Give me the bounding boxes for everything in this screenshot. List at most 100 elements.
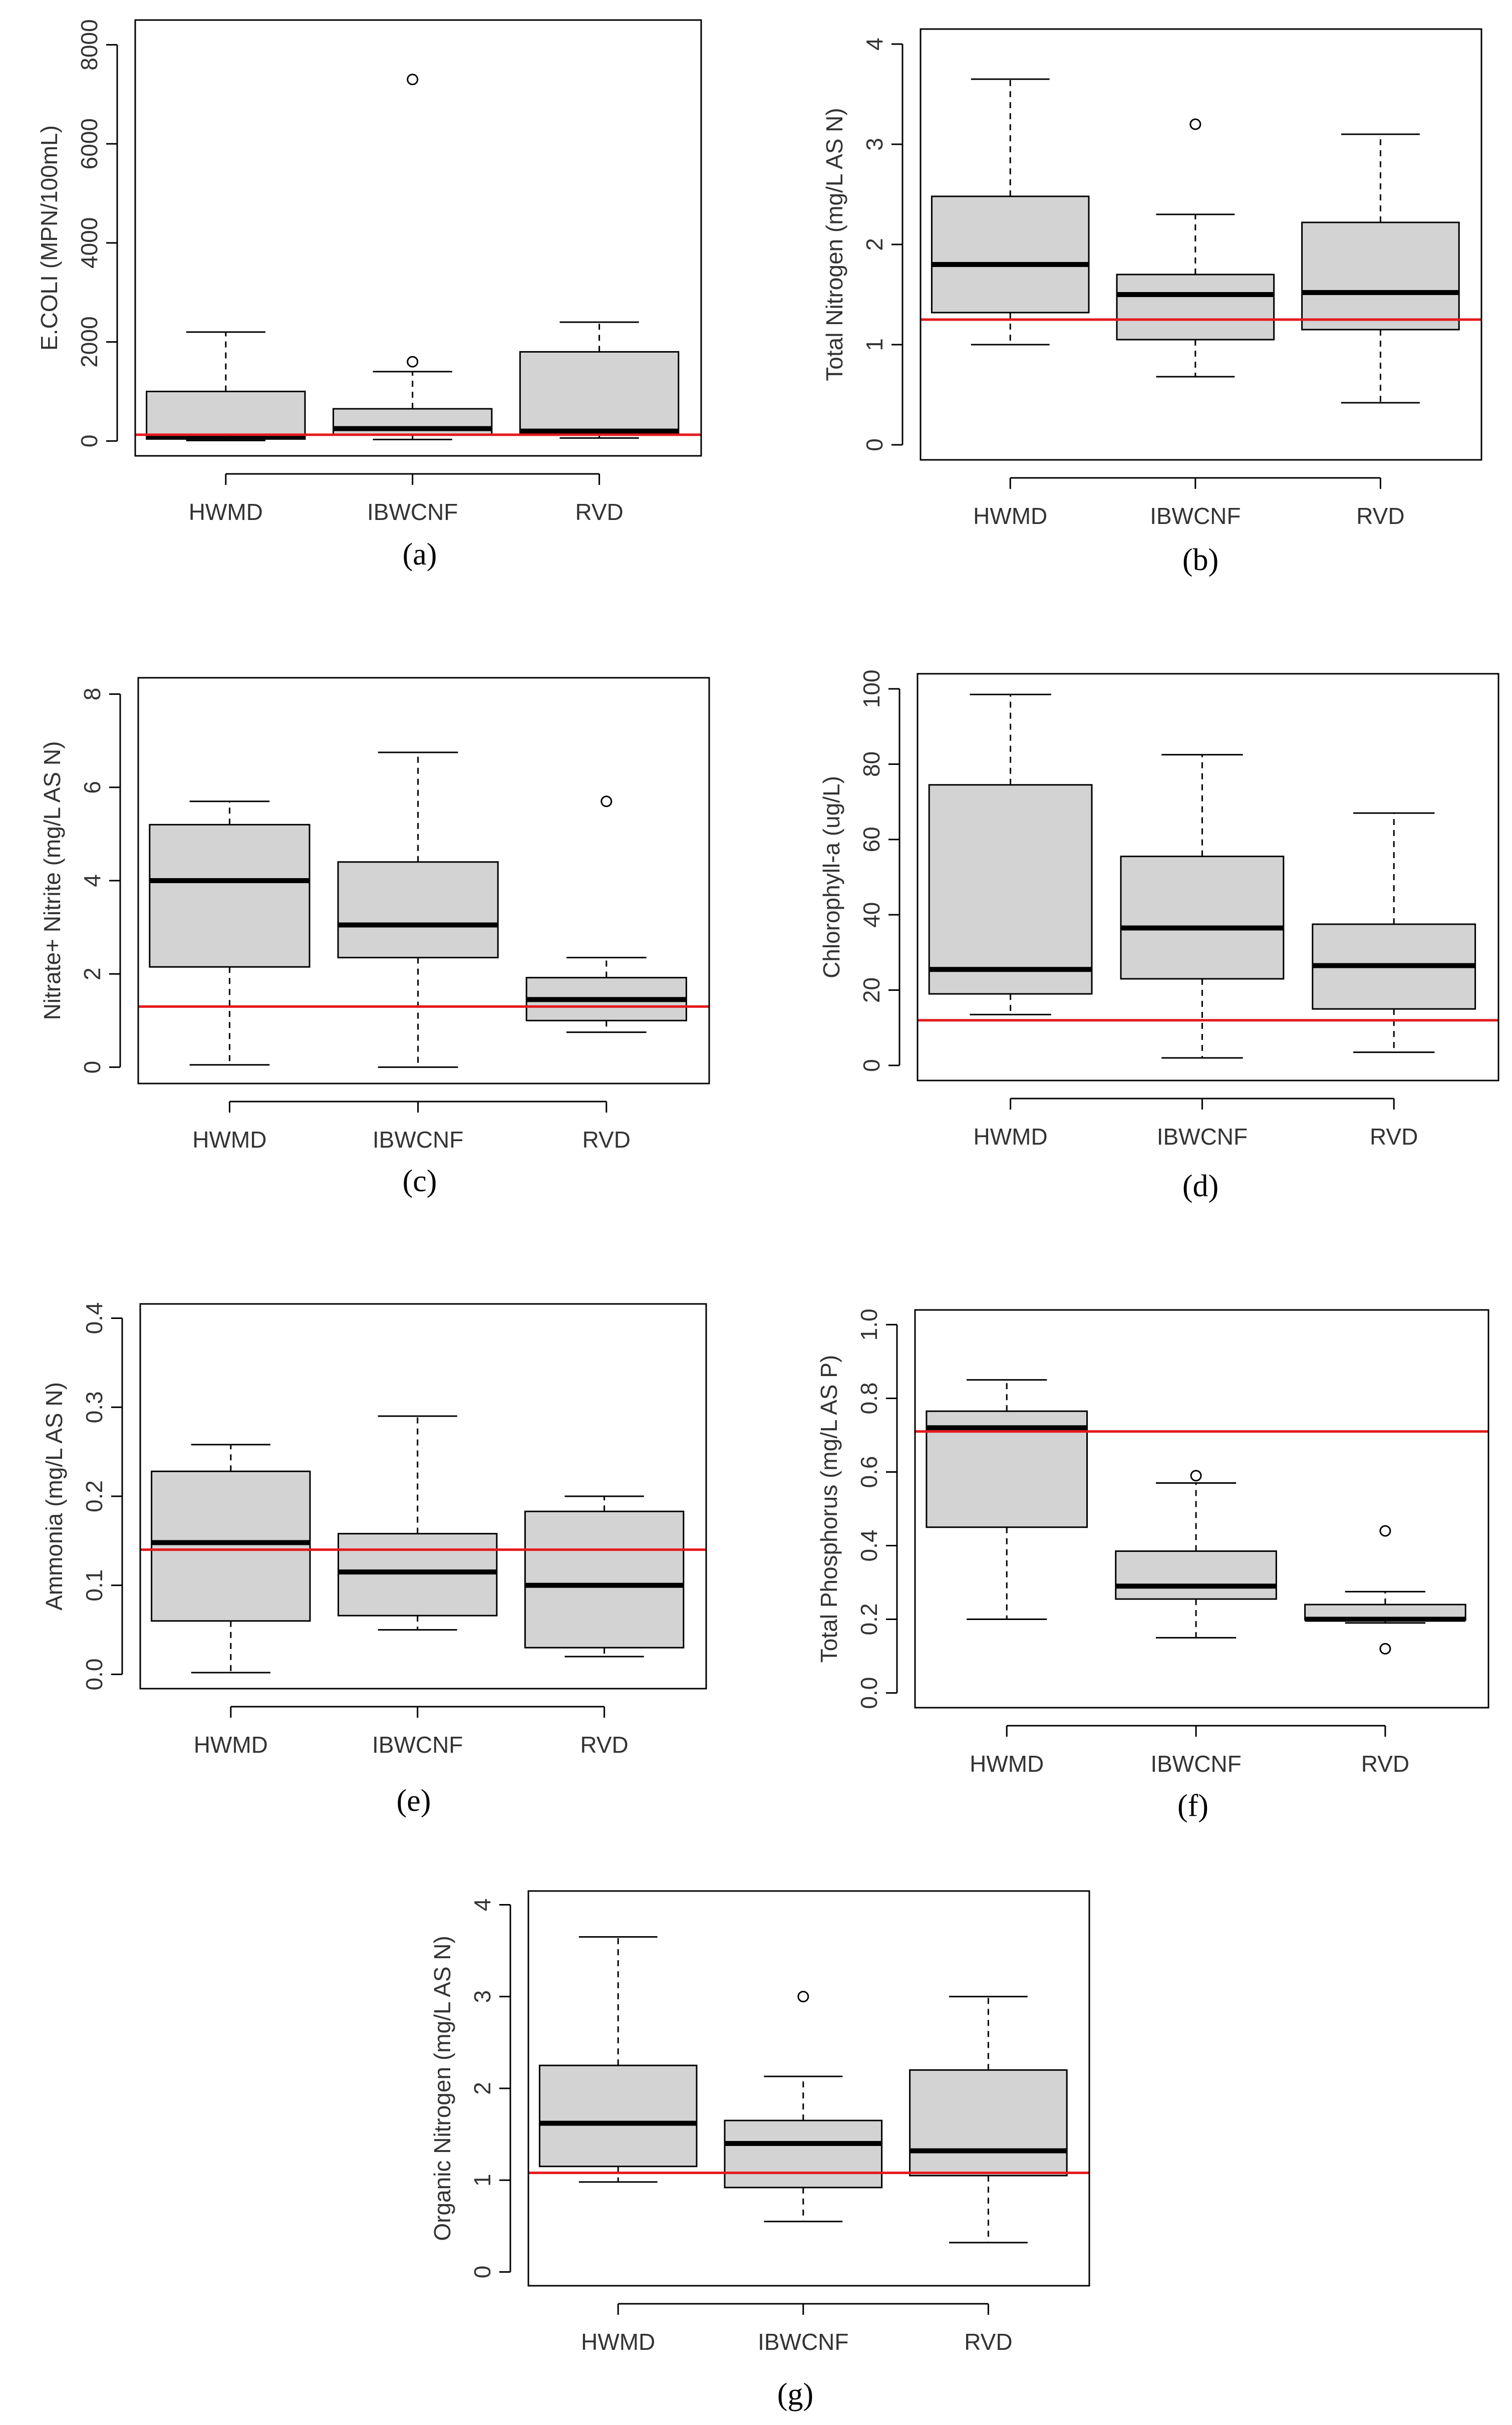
x-tick-label: HWMD [581, 2329, 655, 2355]
x-tick-label: IBWCNF [373, 1127, 463, 1153]
caption-c: (c) [402, 1164, 437, 1198]
caption-f: (f) [1177, 1789, 1208, 1823]
y-tick-label: 2 [469, 2082, 495, 2095]
x-tick-label: IBWCNF [758, 2329, 848, 2355]
y-axis-label: E.COLI (MPN/100mL) [36, 125, 62, 351]
box-hwmd [926, 1379, 1088, 1621]
caption-b: (b) [1182, 543, 1219, 577]
box-iqr [337, 861, 499, 959]
box-ibwcnf [1120, 754, 1285, 1059]
y-tick-label: 0 [858, 1059, 884, 1072]
y-tick-label: 6000 [76, 118, 102, 169]
y-tick-label: 60 [858, 827, 884, 852]
x-tick-label: RVD [1361, 1751, 1409, 1777]
y-tick-label: 40 [858, 902, 884, 928]
outlier-point [1379, 1525, 1391, 1537]
y-tick-label: 4000 [76, 217, 102, 268]
box-rvd [519, 321, 680, 439]
box-rvd [1312, 812, 1476, 1053]
y-axis-label: Nitrate+ Nitrite (mg/L AS N) [39, 741, 65, 1020]
plot-frame [917, 673, 1499, 1082]
outlier-point [407, 74, 419, 86]
chart-panel-d: 0 20 40 60 80 100 Chlorophyll-a (ug/L) HWMD IBWC… [818, 669, 1503, 1156]
outlier-point [407, 356, 419, 368]
y-tick-label: 6 [79, 781, 105, 794]
box-rvd [524, 1495, 685, 1658]
plot-frame [137, 677, 710, 1085]
x-tick-label: HWMD [192, 1127, 266, 1153]
y-tick-label: 0.2 [81, 1480, 107, 1512]
y-tick-label: 0.0 [81, 1659, 107, 1691]
x-tick-label: IBWCNF [372, 1732, 463, 1758]
box-hwmd [538, 1936, 698, 2183]
box-iqr [931, 195, 1090, 314]
caption-e: (e) [396, 1784, 431, 1818]
y-tick-label: 3 [469, 1990, 495, 2003]
box-ibwcnf [333, 74, 493, 440]
y-tick-label: 0.1 [81, 1569, 107, 1601]
box-hwmd [149, 800, 311, 1066]
chart-svg-d: 0 20 40 60 80 100 Chlorophyll-a (ug/L) HWMD IBWC… [818, 670, 1499, 1150]
chart-panel-f: 0.0 0.2 0.4 0.6 0.8 1.0 Total Phosphorus (mg/L… [816, 1305, 1493, 1783]
chart-svg-a: 0 2000 4000 6000 8000 E.COLI (MPN/100mL) HWMD I… [36, 19, 702, 525]
x-tick-label: HWMD [970, 1751, 1044, 1777]
x-tick-label: IBWCNF [367, 499, 458, 525]
box-rvd [909, 1996, 1068, 2244]
y-tick-label: 0.8 [856, 1382, 882, 1414]
y-axis-label: Organic Nitrogen (mg/L AS N) [429, 1936, 455, 2241]
y-axis-label: Total Phosphorus (mg/L AS P) [816, 1355, 842, 1663]
box-rvd [525, 795, 687, 1033]
y-tick-label: 0.6 [856, 1456, 882, 1488]
y-tick-label: 0 [861, 438, 887, 451]
outlier-point [600, 795, 613, 807]
box-iqr [1301, 221, 1460, 331]
y-tick-label: 8000 [76, 19, 102, 70]
box-iqr [724, 2119, 883, 2189]
box-ibwcnf [337, 751, 499, 1068]
chart-svg-f: 0.0 0.2 0.4 0.6 0.8 1.0 Total Phosphorus (mg/L… [816, 1308, 1489, 1777]
box-rvd [1304, 1525, 1466, 1655]
outlier-point [1189, 118, 1201, 130]
y-axis-label: Total Nitrogen (mg/L AS N) [821, 108, 847, 381]
x-tick-label: HWMD [194, 1732, 268, 1758]
chart-svg-g: 0 1 2 3 4 Organic Nitrogen (mg/L AS N) HWMD IBW… [429, 1890, 1090, 2355]
y-tick-label: 100 [858, 670, 884, 708]
y-tick-label: 0 [469, 2266, 495, 2279]
box-iqr [146, 390, 306, 440]
box-iqr [151, 1470, 311, 1622]
box-iqr [1115, 1550, 1277, 1600]
y-axis-label: Chlorophyll-a (ug/L) [818, 776, 844, 978]
y-tick-label: 8 [79, 688, 105, 701]
box-hwmd [931, 78, 1090, 346]
x-tick-label: RVD [575, 499, 623, 525]
box-hwmd [928, 693, 1093, 1015]
y-tick-label: 2000 [76, 316, 102, 367]
box-hwmd [151, 1444, 311, 1674]
y-tick-label: 1.0 [856, 1308, 882, 1340]
chart-panel-a: 0 2000 4000 6000 8000 E.COLI (MPN/100mL) HWMD I… [36, 15, 706, 531]
y-tick-label: 0.4 [81, 1302, 107, 1334]
x-tick-label: HWMD [974, 1124, 1048, 1150]
y-tick-label: 0.0 [856, 1677, 882, 1709]
box-iqr [928, 784, 1093, 995]
box-ibwcnf [724, 1991, 883, 2223]
box-ibwcnf [338, 1415, 498, 1631]
outlier-point [1379, 1643, 1391, 1655]
y-tick-label: 20 [858, 977, 884, 1003]
x-tick-label: RVD [580, 1732, 628, 1758]
chart-panel-b: 0 1 2 3 4 Total Nitrogen (mg/L AS N) HWMD IBWCN… [821, 24, 1486, 535]
y-tick-label: 2 [861, 238, 887, 251]
x-tick-label: RVD [582, 1127, 631, 1153]
y-tick-label: 1 [469, 2174, 495, 2187]
y-tick-label: 80 [858, 751, 884, 777]
chart-panel-c: 0 2 4 6 8 Nitrate+ Nitrite (mg/L AS N) HWMD IBW… [39, 673, 714, 1159]
x-tick-label: HWMD [973, 503, 1047, 529]
box-iqr [519, 351, 680, 435]
caption-g: (g) [777, 2377, 814, 2411]
plot-frame [139, 1303, 707, 1690]
x-tick-label: IBWCNF [1150, 1751, 1241, 1777]
plot-frame [527, 1890, 1090, 2287]
y-axis-label: Ammonia (mg/L AS N) [41, 1382, 67, 1610]
x-tick-label: RVD [1356, 503, 1404, 529]
